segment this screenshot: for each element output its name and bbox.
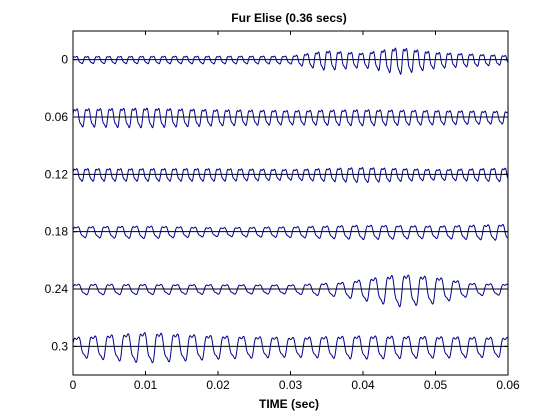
y-tick-label: 0 [61, 53, 68, 67]
chart-title: Fur Elise (0.36 secs) [231, 11, 346, 25]
x-tick-label: 0.05 [424, 378, 448, 392]
x-tick-label: 0.02 [206, 378, 230, 392]
y-axis: 0 0.06 0.12 0.18 0.24 0.3 [45, 53, 508, 353]
x-tick-label: 0 [70, 378, 77, 392]
waveform-series-5 [72, 332, 509, 364]
y-tick-label: 0.24 [45, 282, 69, 296]
x-tick-label: 0.04 [351, 378, 375, 392]
y-tick-label: 0.06 [45, 110, 69, 124]
waveform-series-3 [72, 224, 509, 241]
waveform-series-4 [72, 274, 509, 308]
waveform-series-2 [72, 167, 509, 184]
series-group [72, 47, 509, 364]
y-tick-label: 0.18 [45, 225, 69, 239]
x-tick-label: 0.06 [496, 378, 520, 392]
plot-area [72, 30, 509, 376]
y-tick-label: 0.12 [45, 167, 69, 181]
waveform-series-1 [72, 107, 509, 129]
x-axis: 0 0.01 0.02 0.03 0.04 0.05 0.06 [70, 31, 520, 392]
waveform-series-0 [72, 47, 509, 75]
y-tick-label: 0.3 [51, 339, 68, 353]
x-axis-label: TIME (sec) [259, 397, 319, 411]
x-tick-label: 0.01 [134, 378, 158, 392]
x-tick-label: 0.03 [279, 378, 303, 392]
